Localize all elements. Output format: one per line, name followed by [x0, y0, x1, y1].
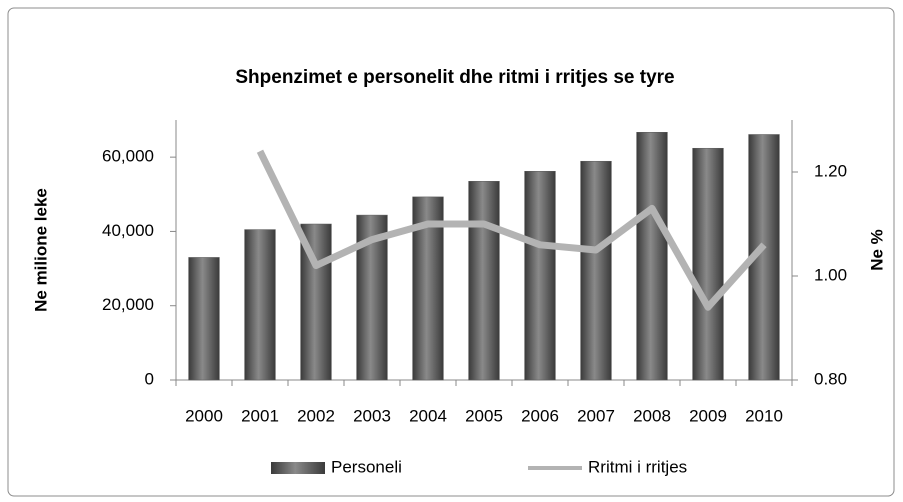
- x-tick-label: 2003: [353, 406, 391, 425]
- x-tick-label: 2009: [689, 406, 727, 425]
- x-tick-label: 2008: [633, 406, 671, 425]
- bar: [188, 257, 220, 381]
- bar: [636, 132, 668, 381]
- y-axis-title: Ne milione leke: [31, 188, 50, 312]
- x-tick-label: 2000: [185, 406, 223, 425]
- bar: [244, 229, 276, 381]
- bar: [580, 160, 612, 381]
- x-tick-label: 2004: [409, 406, 447, 425]
- x-tick-label: 2001: [241, 406, 279, 425]
- bar: [468, 181, 500, 381]
- legend-label: Personeli: [331, 457, 402, 476]
- y-tick-label: 60,000: [102, 147, 154, 166]
- x-tick-label: 2010: [745, 406, 783, 425]
- legend-swatch: [271, 462, 325, 474]
- x-tick-label: 2002: [297, 406, 335, 425]
- y2-tick-label: 1.00: [814, 265, 847, 284]
- y-tick-label: 40,000: [102, 221, 154, 240]
- y2-tick-label: 0.80: [814, 369, 847, 388]
- x-tick-label: 2005: [465, 406, 503, 425]
- y-tick-label: 0: [145, 369, 154, 388]
- line: [256, 149, 767, 311]
- x-tick-label: 2006: [521, 406, 559, 425]
- legend-label: Rritmi i rritjes: [588, 457, 687, 476]
- y-tick-label: 20,000: [102, 295, 154, 314]
- y2-tick-label: 1.20: [814, 161, 847, 180]
- bar: [692, 147, 724, 381]
- bar: [524, 171, 556, 381]
- chart-title: Shpenzimet e personelit dhe ritmi i rrit…: [235, 67, 674, 88]
- x-tick-label: 2007: [577, 406, 615, 425]
- chart-border: [7, 7, 895, 497]
- y2-axis-title: Ne %: [867, 229, 886, 271]
